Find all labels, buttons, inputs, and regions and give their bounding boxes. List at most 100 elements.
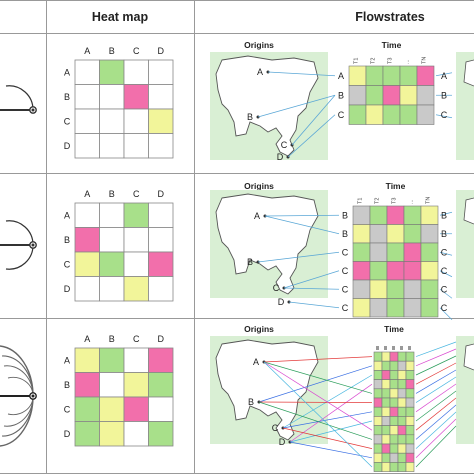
time-cell	[399, 104, 418, 125]
time-row-label: C	[342, 303, 349, 313]
heatmap-row-label: B	[64, 380, 70, 390]
heatmap-row-2: A A B B C C D D	[64, 189, 174, 302]
time-cell	[365, 65, 384, 86]
flow-link	[282, 427, 373, 449]
origins-label: Origins	[244, 324, 274, 334]
flow-link	[291, 94, 336, 146]
time-cell	[399, 65, 418, 86]
flow-link	[283, 287, 340, 290]
destination-map-outline	[463, 59, 474, 87]
flow-link	[264, 215, 340, 235]
flow-link	[289, 383, 373, 443]
time-cell	[405, 388, 415, 399]
time-cell	[405, 462, 415, 472]
heatmap-cell	[74, 133, 100, 159]
heatmap-cell	[148, 347, 174, 373]
flow-link-destination	[415, 348, 457, 367]
heatmap-row-label: D	[64, 284, 71, 294]
time-cell	[397, 425, 407, 436]
heatmap-cell	[148, 276, 174, 302]
flow-link-destination	[415, 383, 457, 413]
flow-link-destination	[415, 369, 457, 394]
time-cell	[405, 425, 415, 436]
time-cell	[403, 205, 422, 225]
flow-link	[257, 251, 340, 263]
heatmap-cell	[148, 108, 174, 134]
time-cell	[397, 416, 407, 426]
time-row-label: C	[338, 110, 345, 120]
time-cell	[381, 452, 391, 463]
flow-link-destination	[415, 425, 457, 468]
time-cell	[403, 261, 422, 281]
time-cell	[405, 379, 415, 390]
time-cell	[389, 434, 399, 445]
time-cell	[381, 406, 391, 417]
time-row-label: B	[342, 229, 348, 239]
time-cell	[373, 397, 383, 408]
time-cell	[389, 379, 399, 390]
time-cell	[348, 104, 367, 125]
flow-link	[282, 374, 373, 429]
time-column-label: T3	[388, 58, 394, 64]
flow-link	[282, 411, 373, 429]
time-cell	[386, 224, 405, 244]
time-cell	[397, 434, 407, 445]
time-cell	[365, 104, 384, 125]
time-cell	[373, 416, 383, 426]
map-node-label: A	[254, 211, 260, 221]
heatmap-cell	[99, 108, 125, 134]
heatmap-cell	[123, 396, 149, 422]
time-row-label: C	[342, 247, 349, 257]
destination-node-label: C	[441, 284, 448, 294]
heatmap-col-label: B	[109, 334, 115, 344]
heatmap-col-label: C	[133, 189, 140, 199]
time-label: Time	[384, 324, 404, 334]
flow-link	[289, 420, 373, 443]
origins-label: Origins	[244, 40, 274, 50]
time-cell	[389, 416, 399, 426]
flow-link-destination	[435, 114, 453, 119]
time-cell	[352, 242, 371, 262]
time-cell	[420, 279, 439, 299]
time-cell	[405, 452, 415, 463]
heatmap-cell	[74, 251, 100, 277]
time-cell	[403, 279, 422, 299]
time-cell	[397, 397, 407, 408]
map-node-label: C	[281, 140, 288, 150]
flow-link	[287, 114, 336, 158]
time-column-tick	[384, 346, 387, 350]
time-cell	[352, 261, 371, 281]
flow-link-destination	[415, 355, 457, 376]
heatmap-cell	[74, 347, 100, 373]
heatmap-cell	[123, 276, 149, 302]
heatmap-cell	[74, 59, 100, 85]
heatmap-cell	[123, 227, 149, 253]
destination-node-label: B	[441, 90, 447, 100]
heatmap-cell	[74, 396, 100, 422]
heatmaps: A A B B C C D D A A B B C C D D A A B B C C D D	[64, 46, 174, 447]
destination-node-label: C	[441, 303, 448, 313]
time-cell	[397, 370, 407, 380]
network-sketch-row-1	[0, 85, 37, 114]
time-cell	[381, 360, 391, 371]
time-cell	[389, 397, 399, 408]
heatmap-cell	[123, 251, 149, 277]
heatmap-row-label: D	[64, 141, 71, 151]
flow-link	[283, 270, 340, 289]
flow-link	[257, 94, 336, 118]
time-cell	[381, 434, 391, 445]
time-cell	[389, 452, 399, 463]
time-cell	[416, 65, 435, 86]
heatmap-cell	[74, 276, 100, 302]
time-cell	[382, 65, 401, 86]
heatmap-cell	[99, 372, 125, 398]
map-node-label: A	[253, 357, 259, 367]
heatmap-cell	[99, 251, 125, 277]
network-sketch-row-3	[0, 345, 37, 447]
heatmap-cell	[99, 421, 125, 447]
heatmap-row-label: B	[64, 92, 70, 102]
heatmap-cell	[99, 227, 125, 253]
flow-link	[288, 301, 340, 309]
time-cell	[389, 406, 399, 417]
